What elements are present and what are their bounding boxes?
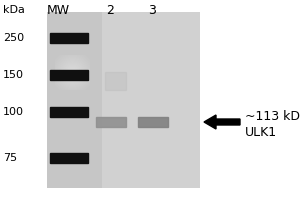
Bar: [50, 107, 88, 117]
Bar: [96, 117, 126, 127]
Text: kDa: kDa: [3, 5, 25, 15]
Text: 75: 75: [3, 153, 17, 163]
Text: ~113 kDa: ~113 kDa: [245, 110, 300, 122]
Text: 2: 2: [106, 3, 114, 17]
Bar: [50, 70, 88, 80]
Text: 3: 3: [148, 3, 156, 17]
Bar: [138, 117, 168, 127]
Text: 150: 150: [3, 70, 24, 80]
Text: MW: MW: [46, 3, 70, 17]
FancyArrow shape: [204, 115, 240, 129]
Bar: [105, 72, 126, 90]
Text: 250: 250: [3, 33, 24, 43]
Bar: [50, 33, 88, 43]
Text: ULK1: ULK1: [245, 126, 277, 138]
Bar: [50, 153, 88, 163]
Text: 100: 100: [3, 107, 24, 117]
